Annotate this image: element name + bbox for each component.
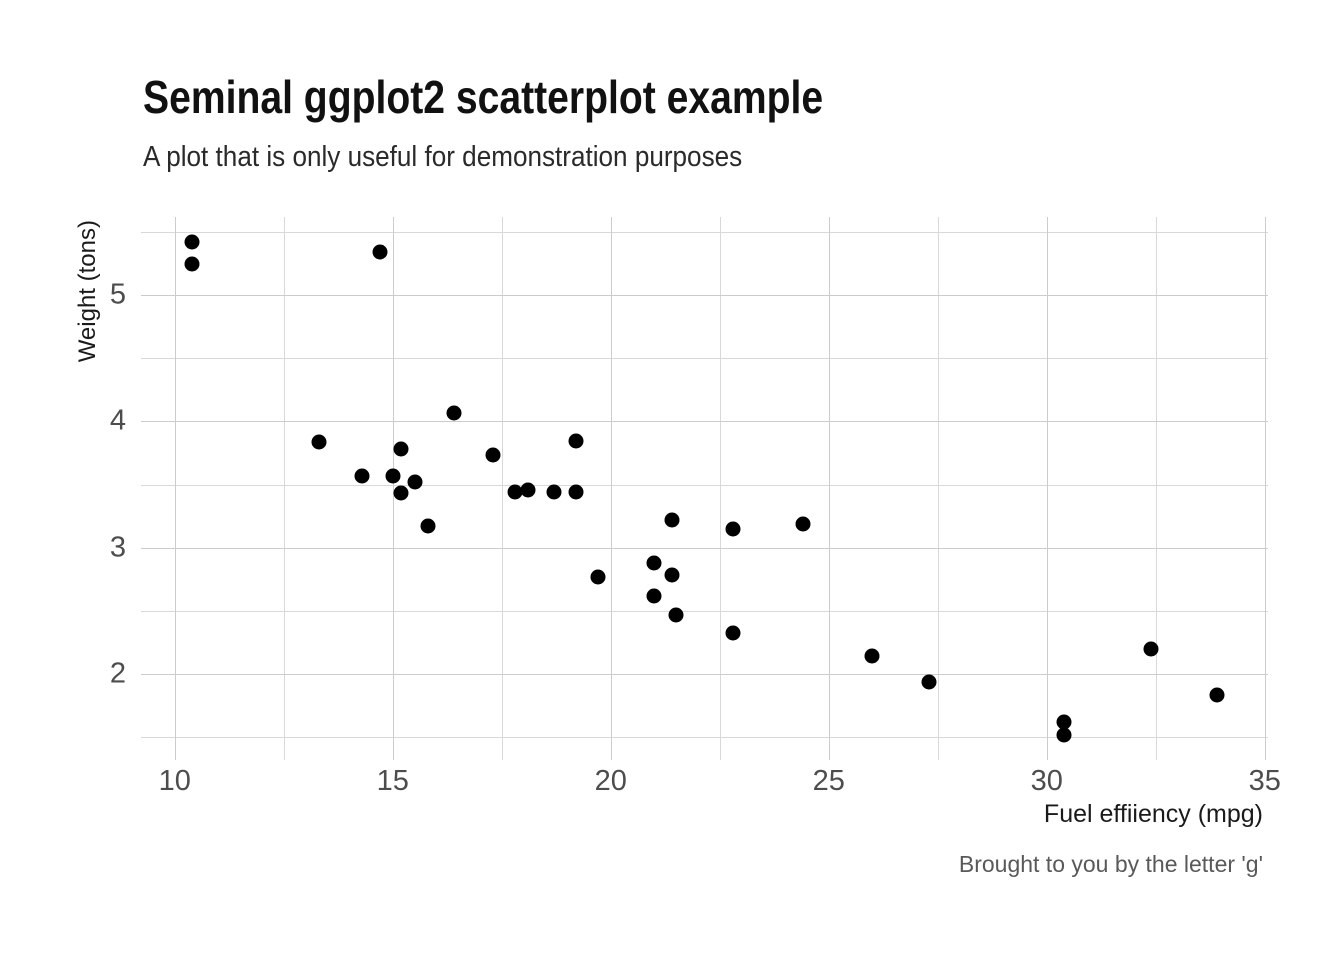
x-tick-label: 10 xyxy=(158,765,191,797)
data-point xyxy=(407,474,423,490)
data-point xyxy=(725,625,741,641)
y-gridline-minor xyxy=(141,232,1268,234)
x-tick-label: 30 xyxy=(1030,765,1063,797)
x-gridline-major xyxy=(828,217,830,760)
x-gridline-minor xyxy=(283,217,285,760)
data-point xyxy=(184,234,200,250)
data-point xyxy=(590,569,606,585)
data-point xyxy=(485,447,501,463)
data-point xyxy=(546,484,562,500)
x-gridline-major xyxy=(610,217,612,760)
y-tick-label: 5 xyxy=(109,278,126,311)
data-point xyxy=(921,674,937,690)
y-gridline-major xyxy=(141,421,1268,423)
y-gridline-major xyxy=(141,547,1268,549)
data-point xyxy=(385,468,401,484)
data-point xyxy=(507,484,523,500)
y-tick-label: 2 xyxy=(109,657,126,690)
data-point xyxy=(393,485,409,501)
data-point xyxy=(184,256,200,272)
data-point xyxy=(446,405,462,421)
x-tick-label: 20 xyxy=(594,765,627,797)
x-tick-label: 15 xyxy=(376,765,409,797)
x-gridline-major xyxy=(1264,217,1266,760)
chart-caption: Brought to you by the letter 'g' xyxy=(958,851,1263,877)
x-gridline-minor xyxy=(1155,217,1157,760)
data-point xyxy=(354,468,370,484)
x-axis-title: Fuel effiiency (mpg) xyxy=(1043,800,1263,828)
data-point xyxy=(393,441,409,457)
y-gridline-major xyxy=(141,295,1268,297)
data-point xyxy=(420,518,436,534)
y-tick-label: 4 xyxy=(109,404,126,437)
x-tick-label: 25 xyxy=(812,765,845,797)
data-point xyxy=(795,516,811,532)
y-axis-title: Weight (tons) xyxy=(74,220,101,363)
data-point xyxy=(1056,727,1072,743)
chart-title-text: Seminal ggplot2 scatterplot example xyxy=(143,71,824,123)
data-point xyxy=(864,648,880,664)
x-gridline-minor xyxy=(501,217,503,760)
x-gridline-minor xyxy=(719,217,721,760)
data-point xyxy=(646,555,662,571)
data-point xyxy=(668,607,684,623)
x-gridline-minor xyxy=(937,217,939,760)
y-tick-label: 3 xyxy=(109,531,126,564)
y-gridline-minor xyxy=(141,736,1268,738)
data-point xyxy=(1056,714,1072,730)
data-point xyxy=(646,588,662,604)
data-point xyxy=(1209,687,1225,703)
x-gridline-major xyxy=(1046,217,1048,760)
data-point xyxy=(568,484,584,500)
chart-title: Seminal ggplot2 scatterplot example xyxy=(143,74,943,120)
data-point xyxy=(1143,641,1159,657)
x-tick-label: 35 xyxy=(1248,765,1281,797)
y-gridline-major xyxy=(141,673,1268,675)
plot-panel: 10 15 20 25 30 35 2 3 4 5 xyxy=(110,217,1281,796)
y-gridline-minor xyxy=(141,358,1268,360)
data-point xyxy=(520,482,536,498)
data-point xyxy=(664,567,680,583)
chart-subtitle-text: A plot that is only useful for demonstra… xyxy=(143,141,743,173)
data-point xyxy=(725,521,741,537)
x-gridline-major xyxy=(392,217,394,760)
y-gridline-minor xyxy=(141,610,1268,612)
data-point xyxy=(568,433,584,449)
chart-subtitle: A plot that is only useful for demonstra… xyxy=(143,143,809,172)
data-point xyxy=(664,512,680,528)
data-point xyxy=(372,244,388,260)
data-point xyxy=(311,434,327,450)
y-gridline-minor xyxy=(141,484,1268,486)
x-gridline-major xyxy=(174,217,176,760)
